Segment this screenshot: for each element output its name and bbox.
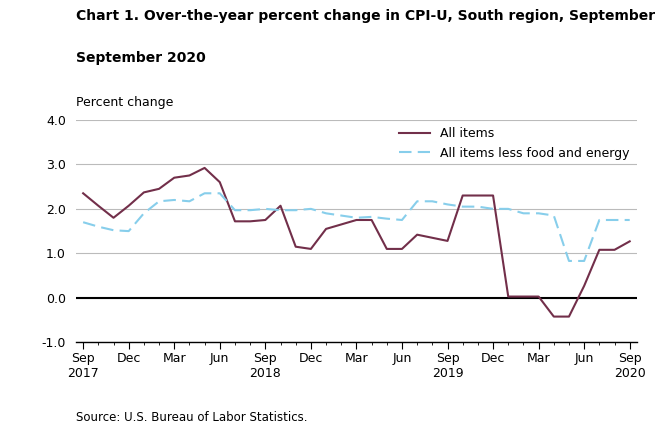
All items less food and energy [459, 204, 466, 209]
All items less food and energy [352, 215, 360, 220]
All items [110, 215, 118, 220]
All items [580, 283, 588, 288]
Line: All items: All items [83, 168, 629, 317]
All items [322, 226, 330, 232]
All items [216, 180, 224, 185]
All items less food and energy [625, 217, 633, 223]
All items [535, 294, 543, 299]
All items [352, 217, 360, 223]
All items [398, 247, 406, 252]
All items [95, 203, 102, 208]
All items [307, 247, 315, 252]
All items less food and energy [140, 211, 148, 216]
All items [170, 175, 178, 180]
All items [383, 247, 391, 252]
All items less food and energy [368, 214, 376, 220]
All items [459, 193, 466, 198]
All items [185, 173, 193, 178]
All items [337, 222, 345, 227]
All items less food and energy [580, 259, 588, 264]
All items [550, 314, 558, 319]
All items less food and energy [428, 199, 436, 204]
All items [140, 190, 148, 195]
All items [625, 239, 633, 244]
All items less food and energy [398, 217, 406, 223]
All items [261, 217, 269, 223]
All items [474, 193, 482, 198]
All items less food and energy [79, 220, 87, 225]
All items less food and energy [550, 213, 558, 218]
All items [595, 247, 603, 253]
All items [200, 165, 208, 170]
Text: Chart 1. Over-the-year percent change in CPI-U, South region, September 2017–: Chart 1. Over-the-year percent change in… [76, 9, 657, 23]
All items less food and energy [277, 208, 284, 213]
All items less food and energy [383, 216, 391, 221]
All items [231, 219, 239, 224]
All items less food and energy [595, 217, 603, 223]
Text: Percent change: Percent change [76, 96, 173, 109]
Text: Source: U.S. Bureau of Labor Statistics.: Source: U.S. Bureau of Labor Statistics. [76, 411, 307, 424]
All items [292, 244, 300, 249]
All items less food and energy [322, 211, 330, 216]
All items [520, 294, 528, 299]
All items [79, 191, 87, 196]
Line: All items less food and energy: All items less food and energy [83, 193, 629, 261]
All items less food and energy [155, 199, 163, 204]
All items less food and energy [170, 197, 178, 202]
All items [413, 232, 421, 237]
All items less food and energy [95, 224, 102, 229]
All items [565, 314, 573, 319]
All items less food and energy [246, 208, 254, 213]
All items less food and energy [110, 228, 118, 233]
All items less food and energy [505, 206, 512, 211]
All items less food and energy [413, 199, 421, 204]
All items less food and energy [292, 208, 300, 213]
All items [443, 238, 451, 244]
All items [246, 219, 254, 224]
All items less food and energy [125, 229, 133, 234]
All items less food and energy [520, 211, 528, 216]
All items [489, 193, 497, 198]
All items [610, 247, 618, 253]
All items less food and energy [261, 206, 269, 211]
All items [505, 294, 512, 299]
All items less food and energy [307, 206, 315, 211]
All items less food and energy [216, 191, 224, 196]
All items less food and energy [231, 208, 239, 213]
All items less food and energy [489, 206, 497, 211]
All items less food and energy [474, 204, 482, 209]
All items less food and energy [200, 191, 208, 196]
All items [277, 203, 284, 208]
All items [428, 235, 436, 241]
All items [125, 203, 133, 208]
All items [155, 186, 163, 191]
All items less food and energy [565, 259, 573, 264]
All items less food and energy [535, 211, 543, 216]
Legend: All items, All items less food and energy: All items, All items less food and energ… [394, 122, 635, 165]
All items less food and energy [610, 217, 618, 223]
Text: September 2020: September 2020 [76, 51, 205, 65]
All items [368, 217, 376, 223]
All items less food and energy [337, 213, 345, 218]
All items less food and energy [443, 202, 451, 207]
All items less food and energy [185, 199, 193, 204]
